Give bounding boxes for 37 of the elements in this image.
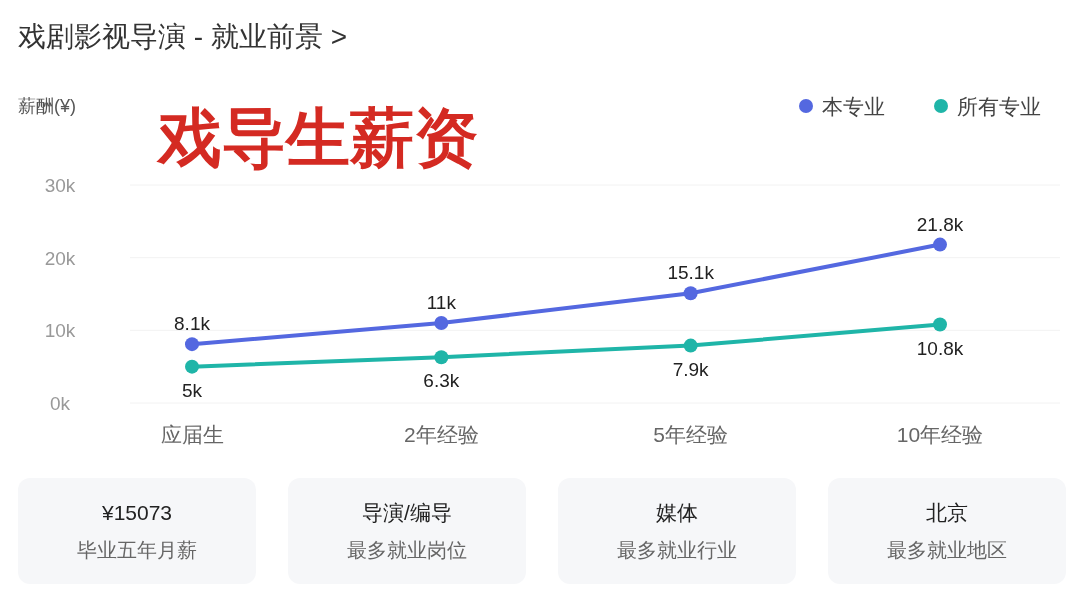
- chart-subtitle: 戏导生薪资: [156, 102, 478, 174]
- point: [683, 286, 698, 301]
- y-tick-label: 30k: [44, 175, 76, 196]
- chart-title: 戏剧影视导演 - 就业前景 >: [18, 21, 348, 52]
- point: [683, 338, 698, 353]
- text: 最多就业岗位: [347, 539, 467, 561]
- x-tick-label: 2年经验: [403, 423, 479, 446]
- text: 北京: [926, 501, 968, 524]
- text: 媒体: [656, 501, 698, 524]
- legend-label: 本专业: [822, 95, 885, 118]
- point: [434, 316, 449, 331]
- point: [185, 337, 199, 352]
- y-tick-label: 20k: [44, 247, 76, 269]
- data-label: 21.8k: [916, 213, 964, 235]
- y-tick-label: 0k: [49, 393, 71, 414]
- text: 毕业五年月薪: [77, 539, 197, 561]
- x-tick-label: 应届生: [160, 423, 224, 446]
- y-tick-label: 10k: [44, 320, 76, 342]
- data-label: 6.3k: [423, 370, 460, 392]
- point: [933, 317, 947, 332]
- x-tick-label: 10年经验: [896, 423, 984, 446]
- point: [933, 237, 947, 252]
- data-label: 10.8k: [916, 337, 964, 359]
- point: [185, 359, 199, 374]
- text: 最多就业行业: [617, 539, 737, 561]
- y-axis-title: 薪酬(¥): [18, 96, 76, 116]
- data-label: 11k: [426, 292, 457, 314]
- data-label: 8.1k: [174, 313, 211, 335]
- text: 导演/编导: [362, 501, 452, 524]
- data-label: 7.9k: [672, 358, 710, 380]
- legend-label: 所有专业: [957, 95, 1041, 118]
- x-tick-label: 5年经验: [653, 423, 729, 446]
- data-label: 15.1k: [667, 262, 715, 284]
- text: ¥15073: [100, 501, 173, 524]
- point: [434, 350, 449, 365]
- text: 最多就业地区: [887, 539, 1007, 561]
- data-label: 5k: [181, 379, 203, 401]
